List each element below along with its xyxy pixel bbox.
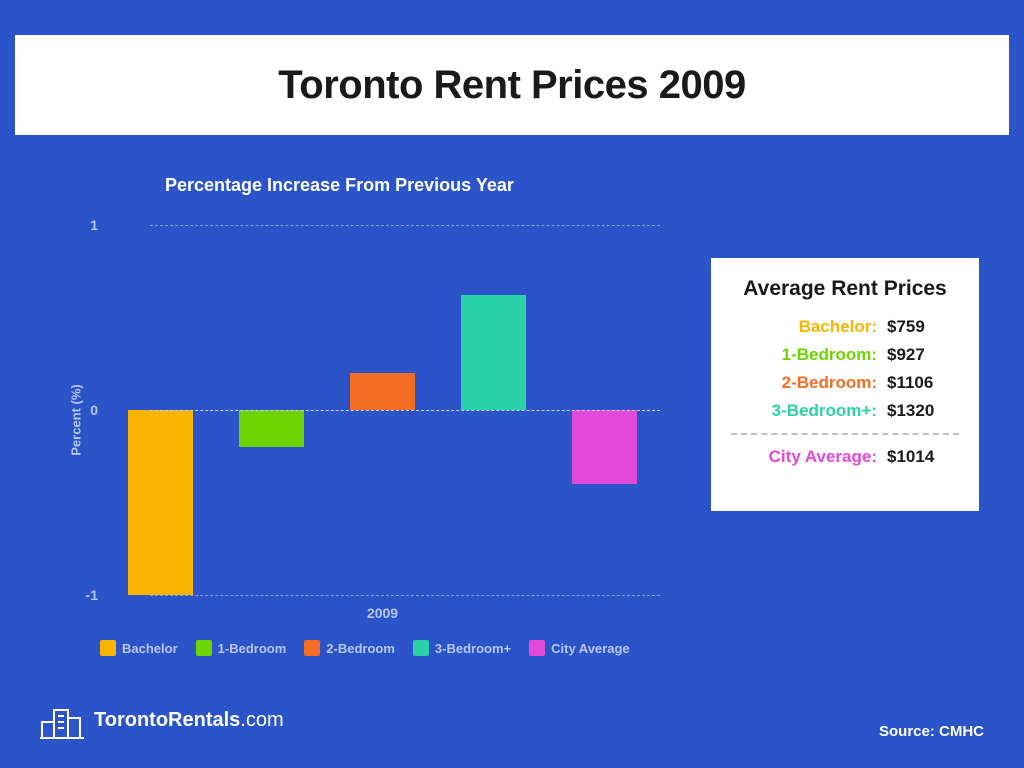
y-tick-label: 1	[80, 217, 98, 233]
card-divider	[731, 433, 959, 435]
bar-2-bedroom	[350, 373, 414, 410]
price-rows: Bachelor:$7591-Bedroom:$9272-Bedroom:$11…	[731, 313, 959, 425]
x-axis-label: 2009	[367, 605, 398, 621]
legend-item: 2-Bedroom	[304, 640, 395, 656]
legend-swatch	[100, 640, 116, 656]
bar-chart: Percent (%) 2009 -1 0 1	[60, 215, 660, 625]
y-tick-label: -1	[80, 587, 98, 603]
legend-swatch	[529, 640, 545, 656]
gridline	[150, 410, 660, 411]
price-row-summary: City Average: $1014	[731, 443, 959, 471]
y-tick-label: 0	[80, 402, 98, 418]
price-row: 1-Bedroom:$927	[731, 341, 959, 369]
price-value: $1320	[887, 401, 955, 421]
price-label: 2-Bedroom:	[735, 373, 887, 393]
bar-city-average	[572, 410, 636, 484]
price-label: 1-Bedroom:	[735, 345, 887, 365]
legend-swatch	[196, 640, 212, 656]
source-text: Source: CMHC	[879, 723, 984, 740]
bar-3-bedroom-	[461, 295, 525, 410]
legend-item: 3-Bedroom+	[413, 640, 511, 656]
gridline	[150, 225, 660, 226]
price-label: Bachelor:	[735, 317, 887, 337]
card-heading: Average Rent Prices	[731, 276, 959, 301]
legend-swatch	[304, 640, 320, 656]
footer: TorontoRentals.com Source: CMHC	[40, 700, 984, 740]
brand-text: TorontoRentals.com	[94, 709, 284, 732]
legend-item: City Average	[529, 640, 630, 656]
legend-label: 1-Bedroom	[218, 641, 287, 656]
plot-area: 2009	[105, 225, 660, 595]
summary-value: $1014	[887, 447, 955, 467]
legend-label: 2-Bedroom	[326, 641, 395, 656]
title-banner: Toronto Rent Prices 2009	[15, 35, 1009, 135]
price-value: $759	[887, 317, 955, 337]
chart-subtitle: Percentage Increase From Previous Year	[165, 175, 514, 196]
gridline	[150, 595, 660, 596]
summary-label: City Average:	[735, 447, 887, 467]
price-value: $927	[887, 345, 955, 365]
price-row: 3-Bedroom+:$1320	[731, 397, 959, 425]
bar-1-bedroom	[239, 410, 303, 447]
legend-label: 3-Bedroom+	[435, 641, 511, 656]
legend-item: 1-Bedroom	[196, 640, 287, 656]
chart-legend: Bachelor 1-Bedroom 2-Bedroom 3-Bedroom+ City…	[100, 640, 630, 656]
page-title: Toronto Rent Prices 2009	[278, 63, 745, 108]
average-rent-card: Average Rent Prices Bachelor:$7591-Bedro…	[711, 258, 979, 495]
price-row: 2-Bedroom:$1106	[731, 369, 959, 397]
price-label: 3-Bedroom+:	[735, 401, 887, 421]
y-axis-label: Percent (%)	[68, 384, 83, 456]
legend-label: City Average	[551, 641, 630, 656]
price-value: $1106	[887, 373, 955, 393]
price-row: Bachelor:$759	[731, 313, 959, 341]
legend-item: Bachelor	[100, 640, 178, 656]
bar-bachelor	[128, 410, 192, 595]
buildings-icon	[40, 700, 84, 740]
brand: TorontoRentals.com	[40, 700, 284, 740]
legend-swatch	[413, 640, 429, 656]
legend-label: Bachelor	[122, 641, 178, 656]
